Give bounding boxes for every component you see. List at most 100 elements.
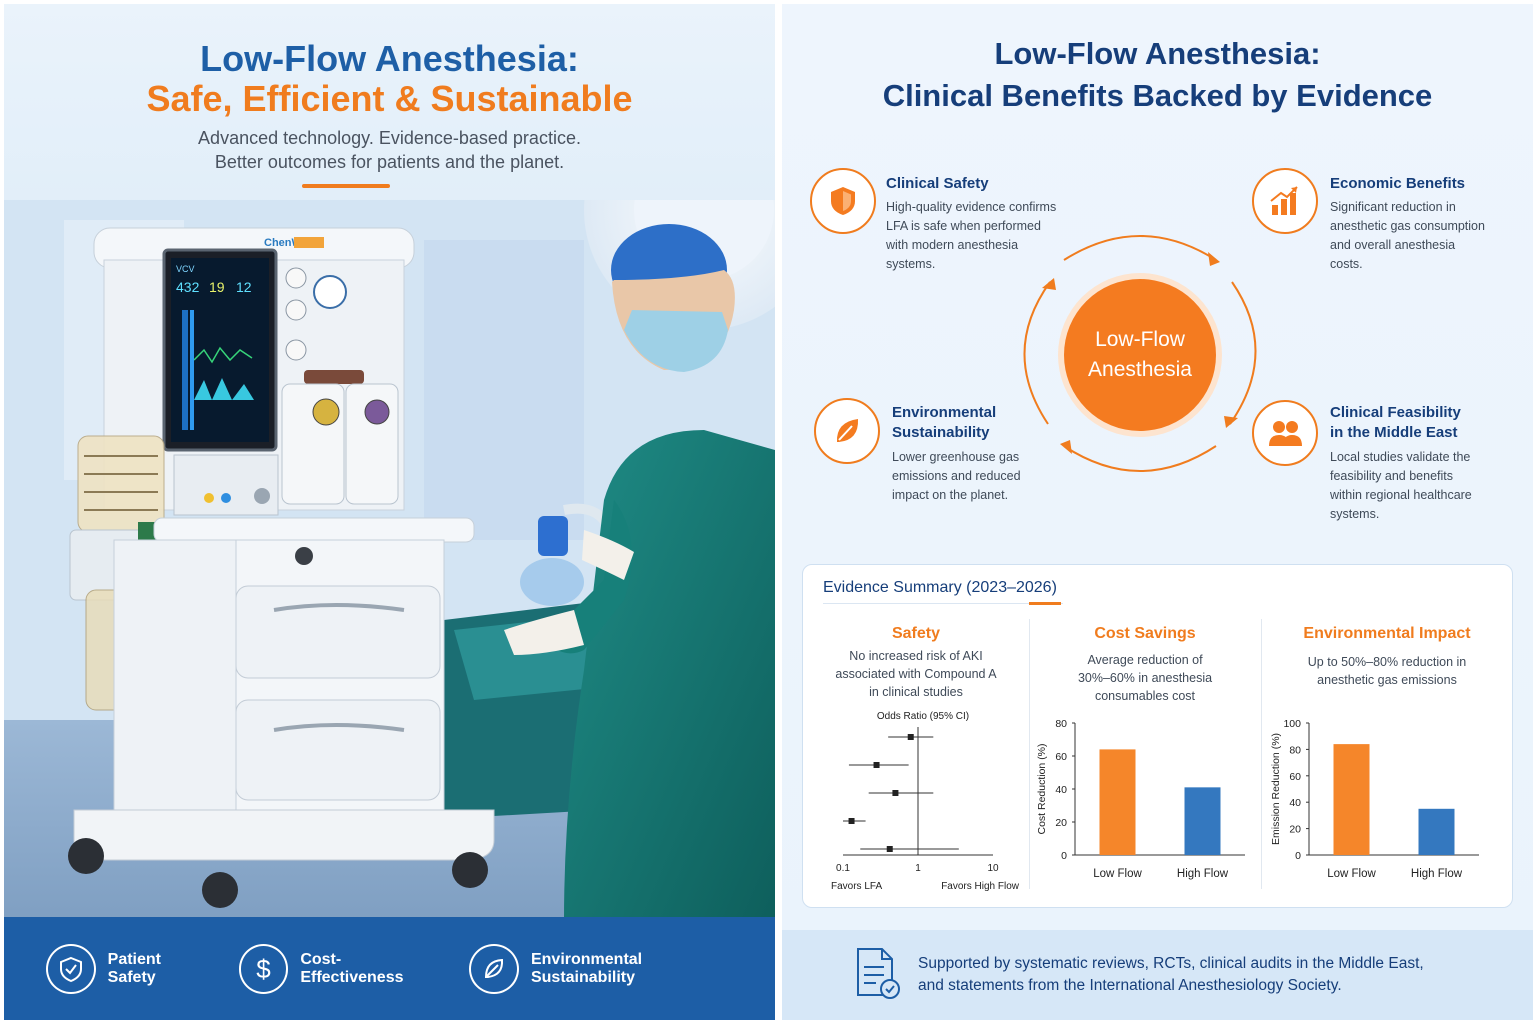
cost-y-label: Cost Reduction (%) [1036, 743, 1048, 834]
benefit-economic-desc-2: anesthetic gas consumption [1330, 219, 1485, 233]
right-title-line1: Low-Flow Anesthesia: [994, 36, 1321, 71]
forest-tick-label: 0.1 [836, 863, 850, 874]
document-check-icon [852, 945, 902, 1006]
env-desc-2: anesthetic gas emissions [1317, 673, 1457, 687]
left-subtitle-line1: Advanced technology. Evidence-based prac… [198, 128, 581, 148]
evidence-summary-card: Evidence Summary (2023–2026) Safety No i… [802, 564, 1513, 908]
benefit-feasibility-desc-2: feasibility and benefits [1330, 469, 1453, 483]
evidence-heading-rule [823, 603, 1063, 604]
cost-y-tick: 0 [1061, 850, 1067, 862]
env-y-tick: 40 [1289, 797, 1301, 809]
left-title-line2: Safe, Efficient & Sustainable [146, 78, 633, 119]
footer-text: Supported by systematic reviews, RCTs, c… [918, 953, 1424, 997]
operating-room-illustration: ChenWei VCV 432 19 12 [4, 200, 775, 920]
benefit-feasibility-title-1: Clinical Feasibility [1330, 404, 1461, 421]
env-desc: Up to 50%–80% reduction in anesthetic ga… [1261, 653, 1513, 689]
cost-desc: Average reduction of 30%–60% in anesthes… [1029, 651, 1261, 705]
monitor-value-1: 432 [176, 279, 200, 295]
evidence-heading-accent [1029, 602, 1061, 605]
benefit-environmental-title-2: Sustainability [892, 424, 990, 441]
benefit-environmental-title: Environmental Sustainability [892, 403, 996, 443]
benefit-economic-desc: Significant reduction in anesthetic gas … [1330, 198, 1485, 274]
center-label-line2: Anesthesia [1088, 358, 1192, 381]
benefit-feasibility-title-2: in the Middle East [1330, 424, 1458, 441]
cost-y-tick: 60 [1055, 751, 1067, 763]
leaf-icon [814, 398, 880, 464]
shield-check-icon [46, 943, 96, 994]
benefit-feasibility-title: Clinical Feasibility in the Middle East [1330, 403, 1461, 443]
benefit-economic-desc-4: costs. [1330, 257, 1363, 271]
shield-icon [810, 168, 876, 234]
growth-chart-icon [1252, 168, 1318, 234]
monitor-value-2: 19 [209, 279, 225, 295]
leaf-icon [469, 943, 519, 994]
safety-desc-2: associated with Compound A [835, 667, 997, 681]
monitor-value-3: 12 [236, 279, 252, 295]
forest-tick-label: 1 [915, 863, 921, 874]
benefit-environmental-desc-3: impact on the planet. [892, 488, 1009, 502]
safety-title: Safety [891, 625, 941, 642]
column-divider-2 [1261, 619, 1262, 889]
cost-x-label: High Flow [1177, 868, 1229, 880]
feature-cost-effectiveness: $ Cost-Effectiveness [238, 943, 444, 994]
forest-tick-label: 10 [987, 863, 999, 874]
safety-desc-3: in clinical studies [869, 685, 963, 699]
forest-plot: Odds Ratio (95% CI) 0.1 1 10 Favors LFA Favor… [831, 711, 1020, 892]
people-icon [1252, 400, 1318, 466]
left-panel: Low-Flow Anesthesia: Safe, Efficient & S… [4, 4, 775, 1020]
benefit-economic-title: Economic Benefits [1330, 175, 1466, 192]
cost-y-tick: 40 [1055, 784, 1067, 796]
forest-point [848, 818, 855, 824]
env-x-label: High Flow [1411, 868, 1463, 880]
cost-x-label: Low Flow [1093, 868, 1142, 880]
footer-line2: and statements from the International An… [918, 977, 1342, 994]
feature-environmental: Environmental Sustainability [469, 943, 749, 994]
benefit-economic-desc-1: Significant reduction in [1330, 200, 1456, 214]
cost-y-tick: 80 [1055, 718, 1067, 730]
monitor-mode: VCV [176, 264, 195, 274]
forest-title: Odds Ratio (95% CI) [877, 711, 969, 722]
cost-title: Cost Savings [1094, 625, 1196, 642]
right-footer-bar: Supported by systematic reviews, RCTs, c… [782, 930, 1533, 1020]
evidence-heading: Evidence Summary (2023–2026) [823, 579, 1057, 596]
forest-point [907, 734, 914, 740]
benefit-feasibility-desc: Local studies validate the feasibility a… [1330, 448, 1472, 524]
forest-point [886, 846, 893, 852]
benefit-feasibility-desc-4: systems. [1330, 507, 1380, 521]
env-y-tick: 100 [1283, 718, 1301, 730]
cost-desc-3: consumables cost [1094, 689, 1196, 703]
benefit-safety-desc: High-quality evidence confirms LFA is sa… [886, 198, 1056, 274]
feature-label-cost: Cost-Effectiveness [300, 950, 404, 986]
center-label-line1: Low-Flow [1095, 328, 1185, 351]
forest-label-right: Favors High Flow [941, 881, 1020, 892]
benefit-environmental-desc-2: emissions and reduced [892, 469, 1021, 483]
cost-desc-2: 30%–60% in anesthesia [1077, 671, 1213, 685]
safety-desc: No increased risk of AKI associated with… [803, 647, 1029, 701]
left-title-line1: Low-Flow Anesthesia: [200, 38, 579, 79]
feature-patient-safety: Patient Safety [46, 943, 213, 994]
safety-desc-1: No increased risk of AKI [849, 649, 983, 663]
cost-desc-1: Average reduction of [1087, 653, 1203, 667]
feature-label-env: Environmental Sustainability [530, 950, 643, 986]
cost-bar [1099, 749, 1136, 855]
forest-label-left: Favors LFA [831, 881, 882, 892]
forest-point [892, 790, 899, 796]
benefit-safety-title: Clinical Safety [886, 175, 989, 192]
env-y-tick: 80 [1289, 744, 1301, 756]
benefit-safety-desc-4: systems. [886, 257, 936, 271]
env-y-tick: 60 [1289, 771, 1301, 783]
cost-bar-chart: 0 20 40 60 80 Cost Reduction (%) Low Flow High … [1036, 718, 1245, 880]
cost-bar [1184, 787, 1221, 855]
column-divider-1 [1029, 619, 1030, 889]
env-y-tick: 0 [1295, 850, 1301, 862]
benefit-safety-desc-2: LFA is safe when performed [886, 219, 1041, 233]
benefit-environmental-desc-1: Lower greenhouse gas [892, 450, 1020, 464]
cycle-arrows [1023, 235, 1257, 472]
right-title-line2: Clinical Benefits Backed by Evidence [882, 78, 1433, 113]
footer-line1: Supported by systematic reviews, RCTs, c… [918, 955, 1424, 972]
benefit-feasibility-desc-3: within regional healthcare [1330, 488, 1472, 502]
left-feature-bar: Patient Safety $ Cost-Effectiveness Envi… [4, 917, 775, 1020]
env-y-label: Emission Reduction (%) [1270, 733, 1282, 845]
forest-point [873, 762, 880, 768]
